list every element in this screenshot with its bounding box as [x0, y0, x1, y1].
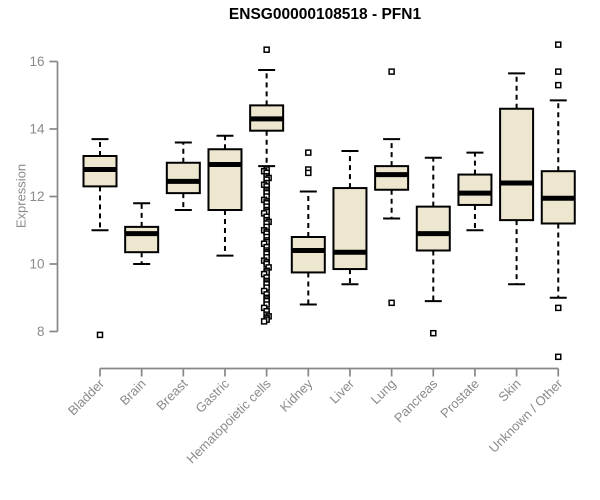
outlier-point: [430, 329, 437, 337]
iqr-box: [124, 225, 160, 254]
x-tick-label-skin: Skin: [495, 376, 523, 404]
x-tick-label-breast: Breast: [153, 376, 190, 413]
iqr-box: [457, 173, 493, 206]
y-tick-label: 12: [29, 189, 44, 204]
boxplot-gastric: [207, 134, 243, 257]
x-tick-label-lung: Lung: [368, 376, 399, 407]
x-tick-label-pancreas: Pancreas: [391, 376, 441, 426]
outlier-point: [555, 353, 562, 361]
outlier-point: [388, 299, 395, 307]
x-tick-label-liver: Liver: [327, 376, 358, 407]
boxplot-prostate: [457, 151, 493, 232]
boxplot-kidney: [290, 149, 326, 306]
outlier-point: [305, 169, 312, 177]
x-tick-label-unknown-other: Unknown / Other: [486, 376, 566, 456]
boxplot-unknown-other: [540, 41, 576, 361]
outlier-point: [263, 46, 270, 53]
boxplot-breast: [165, 141, 201, 211]
iqr-box: [290, 236, 326, 274]
iqr-box: [165, 161, 201, 195]
y-tick-label: 10: [29, 257, 44, 272]
boxplot-hematopoietic-cells: [249, 46, 285, 325]
x-tick-label-gastric: Gastric: [192, 376, 232, 416]
boxplot-brain: [124, 202, 160, 265]
iqr-box: [499, 107, 535, 222]
iqr-box: [207, 148, 243, 211]
y-axis: 8 10 12 14 16: [29, 54, 59, 339]
outlier-point: [555, 304, 562, 312]
outlier-point: [555, 41, 562, 48]
boxplot-lung: [374, 68, 410, 307]
boxplot-bladder: [82, 138, 118, 339]
boxplot-pancreas: [415, 156, 451, 337]
outlier-point: [305, 149, 312, 156]
iqr-box: [374, 165, 410, 191]
outlier-point: [388, 68, 395, 75]
x-tick-label-brain: Brain: [117, 376, 149, 408]
boxplot-liver: [332, 149, 368, 286]
y-tick-label: 14: [29, 122, 45, 137]
x-tick-label-bladder: Bladder: [65, 376, 108, 419]
outlier-point: [555, 68, 562, 75]
outlier-point: [96, 331, 104, 339]
x-tick-label-kidney: Kidney: [277, 376, 316, 415]
y-tick-label: 16: [29, 54, 44, 69]
iqr-box: [415, 205, 451, 252]
y-tick-label: 8: [37, 324, 45, 339]
x-tick-label-prostate: Prostate: [437, 376, 482, 421]
outlier-point: [555, 81, 562, 89]
iqr-box: [332, 187, 368, 271]
chart-title: ENSG00000108518 - PFN1: [228, 6, 422, 23]
boxplot-skin: [499, 72, 535, 286]
outlier-point: [260, 318, 268, 325]
